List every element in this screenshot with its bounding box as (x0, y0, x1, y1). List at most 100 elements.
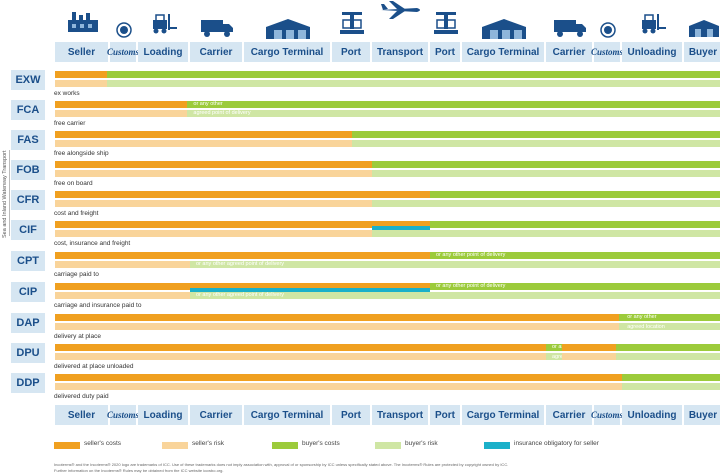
annotation-fca-0: or any other (193, 101, 223, 107)
sellers-cost-bar (55, 101, 188, 108)
column-carrier: Carrier (546, 42, 594, 62)
term-desc-dpu: delivered at place unloaded (54, 363, 134, 370)
buyers-cost-bar (430, 252, 720, 259)
buyers-risk-bar (190, 261, 720, 268)
sellers-cost-bar (55, 314, 620, 321)
legend-label-insurance: insurance obligatory for seller (514, 440, 599, 447)
column-port: Port (332, 42, 372, 62)
term-desc-cpt: carriage paid to (54, 271, 99, 278)
customs-stamp-icon (116, 22, 132, 43)
term-desc-fas: free alongside ship (54, 150, 109, 157)
term-desc-fca: free carrier (54, 120, 86, 127)
buyers-risk-bar (187, 110, 720, 117)
forklift-icon (150, 12, 178, 39)
sellers-cost-bar (55, 131, 352, 138)
term-desc-cif: cost, insurance and freight (54, 240, 131, 247)
buyers-cost-bar (430, 283, 720, 290)
column-buyer: Buyer (684, 405, 720, 425)
annotation-cip-0: or any other agreed point of delivery (196, 292, 285, 298)
term-desc-fob: free on board (54, 180, 93, 187)
column-port: Port (430, 405, 462, 425)
annotation-cpt-1: or any other point of delivery (436, 252, 506, 258)
buyers-risk-bar (619, 323, 720, 330)
column-cargo-terminal: Cargo Terminal (244, 42, 332, 62)
column-customs: Customs (107, 405, 139, 425)
buyers-cost-bar (372, 161, 720, 168)
term-code-cip: CIP (11, 282, 45, 302)
term-desc-ddp: delivered duty paid (54, 393, 109, 400)
buyers-cost-bar (619, 314, 720, 321)
sellers-risk-bar (55, 292, 190, 299)
sellers-risk-bar (55, 323, 620, 330)
buyers-risk-bar (352, 140, 720, 147)
column-carrier: Carrier (546, 405, 594, 425)
sellers-risk-bar (55, 140, 352, 147)
buyers-cost-bar (430, 221, 720, 228)
column-seller: Seller (55, 42, 110, 62)
term-desc-cip: carriage and insurance paid to (54, 302, 142, 309)
buyers-risk-bar (107, 80, 720, 87)
sellers-cost-bar (55, 71, 108, 78)
term-code-exw: EXW (11, 70, 45, 90)
term-desc-dap: delivery at place (54, 333, 101, 340)
warehouse-icon (264, 18, 312, 45)
term-code-fca: FCA (11, 100, 45, 120)
footnote-line-1: Incoterms® and the Incoterms® 2020 logo … (54, 462, 509, 467)
sellers-risk-bar (55, 170, 372, 177)
truck-icon (553, 18, 587, 43)
legend-swatch-sellers-risk (162, 442, 188, 449)
buyers-cost-bar (187, 101, 720, 108)
side-divider (9, 150, 10, 236)
column-header-top: Seller Customs Loading Carrier Cargo Termina… (55, 42, 720, 62)
column-port: Port (332, 405, 372, 425)
term-code-ddp: DDP (11, 373, 45, 393)
term-code-fas: FAS (11, 130, 45, 150)
port-crane-icon (338, 10, 366, 41)
annotation-fca-1: agreed point of delivery (193, 110, 251, 116)
term-desc-cfr: cost and freight (54, 210, 99, 217)
annotation-cip-1: or any other point of delivery (436, 283, 506, 289)
buyers-cost-bar (430, 191, 720, 198)
buyers-risk-bar (622, 383, 720, 390)
column-cargo-terminal: Cargo Terminal (244, 405, 332, 425)
sellers-risk-bar (55, 110, 188, 117)
buyers-cost-bar (352, 131, 720, 138)
legend-label-sellers-costs: seller's costs (84, 440, 122, 447)
sellers-cost-bar (55, 374, 622, 381)
term-code-cfr: CFR (11, 190, 45, 210)
truck-icon (200, 18, 234, 43)
buyers-risk-bar (190, 292, 720, 299)
annotation-dap-0: or any other (627, 314, 657, 320)
annotation-dap-1: agreed location (627, 324, 665, 330)
column-unloading: Unloading (622, 405, 684, 425)
column-loading: Loading (138, 405, 190, 425)
sellers-cost-bar (55, 161, 372, 168)
sellers-cost-bar (55, 283, 430, 290)
buyer-building-icon (687, 18, 720, 43)
column-carrier: Carrier (190, 42, 244, 62)
airplane-icon (379, 0, 423, 25)
sellers-risk-bar (55, 353, 546, 360)
column-port: Port (430, 42, 462, 62)
sellers-cost-bar (55, 191, 430, 198)
buyers-risk-bar (546, 353, 720, 360)
sellers-cost-unloading-bar (562, 344, 616, 351)
term-desc-exw: ex works (54, 90, 80, 97)
sellers-cost-bar (55, 344, 546, 351)
buyers-cost-bar (622, 374, 720, 381)
sellers-risk-bar (55, 230, 372, 237)
insurance-bar (372, 226, 430, 230)
legend-swatch-buyers-costs (272, 442, 298, 449)
column-buyer: Buyer (684, 42, 720, 62)
legend-label-buyers-costs: buyer's costs (302, 440, 340, 447)
term-code-dpu: DPU (11, 343, 45, 363)
column-cargo-terminal: Cargo Terminal (462, 405, 546, 425)
column-header-bottom: Seller Customs Loading Carrier Cargo Termina… (55, 405, 720, 425)
buyers-risk-bar (372, 170, 720, 177)
legend-swatch-insurance (484, 442, 510, 449)
column-seller: Seller (55, 405, 110, 425)
buyers-cost-bar (107, 71, 720, 78)
footnote-line-2: Further information on the Incoterms® Ru… (54, 468, 224, 473)
column-customs: Customs (107, 42, 139, 62)
forklift-icon (639, 12, 667, 39)
